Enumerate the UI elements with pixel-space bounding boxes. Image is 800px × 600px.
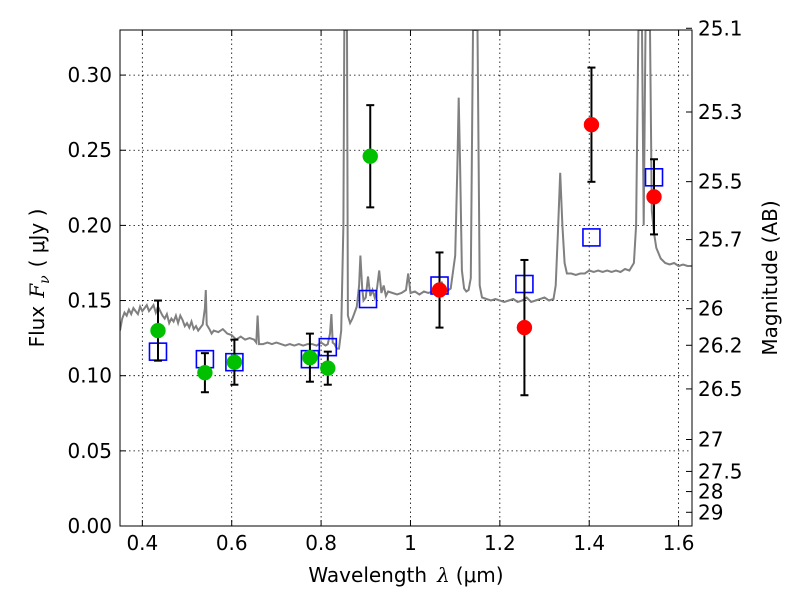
y-tick-label: 0.30 xyxy=(67,63,112,87)
mag-tick-label: 25.5 xyxy=(698,170,743,194)
x-axis-unit: (μm) xyxy=(456,563,504,587)
x-tick-label: 0.8 xyxy=(305,531,337,555)
y-axis-unit: ( μJy ) xyxy=(25,209,49,268)
y-axis-label: Flux xyxy=(25,306,49,348)
y-tick-label: 0.00 xyxy=(67,514,112,538)
y-tick-label: 0.25 xyxy=(67,138,112,162)
x-axis-symbol: λ xyxy=(436,563,450,587)
x-axis-label: Wavelength xyxy=(308,563,427,587)
mag-tick-label: 26 xyxy=(698,297,723,321)
axes: 0.4 0.6 0.8 1 1.2 1.4 1.6 0.00 0.05 0.10 0.15 0.20 0… xyxy=(67,16,742,555)
mag-tick-label: 25.7 xyxy=(698,228,743,252)
data-point xyxy=(583,116,600,133)
mag-tick-label: 26.5 xyxy=(698,377,743,401)
x-tick-label: 1.2 xyxy=(484,531,516,555)
y-axis-title: Flux Fν ( μJy ) xyxy=(25,209,53,348)
data-point xyxy=(516,319,533,336)
y-tick-label: 0.05 xyxy=(67,439,112,463)
plot-area xyxy=(120,30,692,350)
data-point xyxy=(362,148,378,165)
data-point xyxy=(197,364,213,381)
model-square-marker xyxy=(582,228,601,247)
data-point xyxy=(646,189,662,205)
sed-model-line xyxy=(120,30,692,350)
data-point xyxy=(302,349,318,366)
mag-tick-label: 25.3 xyxy=(698,100,743,124)
data-point xyxy=(431,282,448,298)
y-axis-subscript: ν xyxy=(37,275,53,284)
y-tick-label: 0.20 xyxy=(67,213,112,237)
y2-axis-title: Magnitude (AB) xyxy=(758,200,782,355)
plot-frame xyxy=(119,29,693,527)
y-tick-label: 0.15 xyxy=(67,289,112,313)
data-point xyxy=(320,360,336,376)
mag-tick-label: 28 xyxy=(698,480,723,504)
mag-tick-label: 29 xyxy=(698,500,723,524)
x-tick-label: 0.4 xyxy=(126,531,158,555)
model-square-marker xyxy=(358,289,378,309)
x-axis-title: Wavelength λ (μm) xyxy=(308,563,503,587)
mag-tick-label: 27.5 xyxy=(698,459,743,483)
mag-tick-label: 25.1 xyxy=(698,16,743,40)
x-tick-label: 0.6 xyxy=(216,531,248,555)
data-point xyxy=(150,322,166,339)
x-tick-label: 1 xyxy=(404,531,417,555)
x-tick-label: 1.4 xyxy=(573,531,605,555)
y-tick-label: 0.10 xyxy=(67,364,112,388)
x-tick-label: 1.6 xyxy=(663,531,695,555)
data-point xyxy=(226,354,243,370)
mag-tick-label: 27 xyxy=(698,428,723,452)
mag-tick-label: 26.2 xyxy=(698,333,743,357)
markers xyxy=(148,66,664,397)
y-axis-symbol: F xyxy=(25,283,49,299)
